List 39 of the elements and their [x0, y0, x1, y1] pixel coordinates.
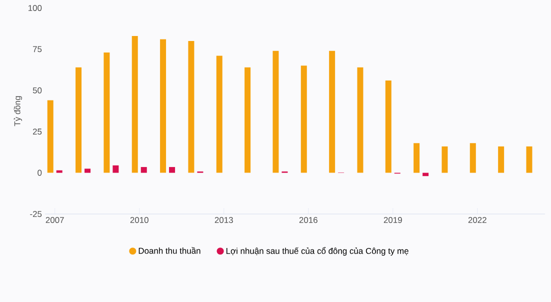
- bar: [216, 56, 222, 173]
- y-tick-label: 75: [32, 46, 42, 52]
- bar: [132, 36, 138, 173]
- bar: [526, 146, 532, 173]
- x-tick-label: 2019: [384, 217, 402, 224]
- legend-label: Lợi nhuận sau thuế của cổ đông của Công ty mẹ: [226, 247, 408, 256]
- bar: [112, 165, 119, 173]
- bar: [169, 167, 176, 173]
- x-tick-label: 2016: [299, 217, 318, 224]
- y-tick-label: 25: [32, 128, 42, 135]
- y-axis-title: Tỷ đồng: [14, 96, 22, 126]
- x-tick-label: 2007: [46, 217, 64, 224]
- x-tick-label: 2010: [130, 217, 148, 224]
- bar: [414, 143, 420, 173]
- x-tick-label: 2013: [214, 217, 233, 224]
- bar: [329, 50, 336, 173]
- bar: [160, 39, 166, 173]
- y-tick-label: 50: [32, 87, 42, 94]
- bar: [188, 40, 194, 173]
- bar: [272, 50, 279, 173]
- bar: [385, 80, 392, 173]
- x-tick-label: 2022: [468, 217, 486, 224]
- bar: [140, 167, 147, 173]
- bar: [47, 100, 54, 173]
- bar: [357, 67, 364, 173]
- bar: [76, 67, 82, 173]
- y-tick-label: 100: [28, 5, 42, 11]
- bar: [56, 170, 62, 173]
- bar: [84, 168, 91, 173]
- bar: [442, 146, 448, 173]
- y-tick-label: -25: [30, 211, 42, 217]
- bar: [300, 66, 307, 173]
- bar: [422, 172, 429, 176]
- bar: [470, 143, 476, 173]
- legend-label: Doanh thu thuần: [138, 247, 200, 254]
- bar: [244, 67, 251, 173]
- bar: [104, 52, 110, 173]
- bar: [498, 146, 504, 173]
- y-tick-label: 0: [38, 170, 42, 176]
